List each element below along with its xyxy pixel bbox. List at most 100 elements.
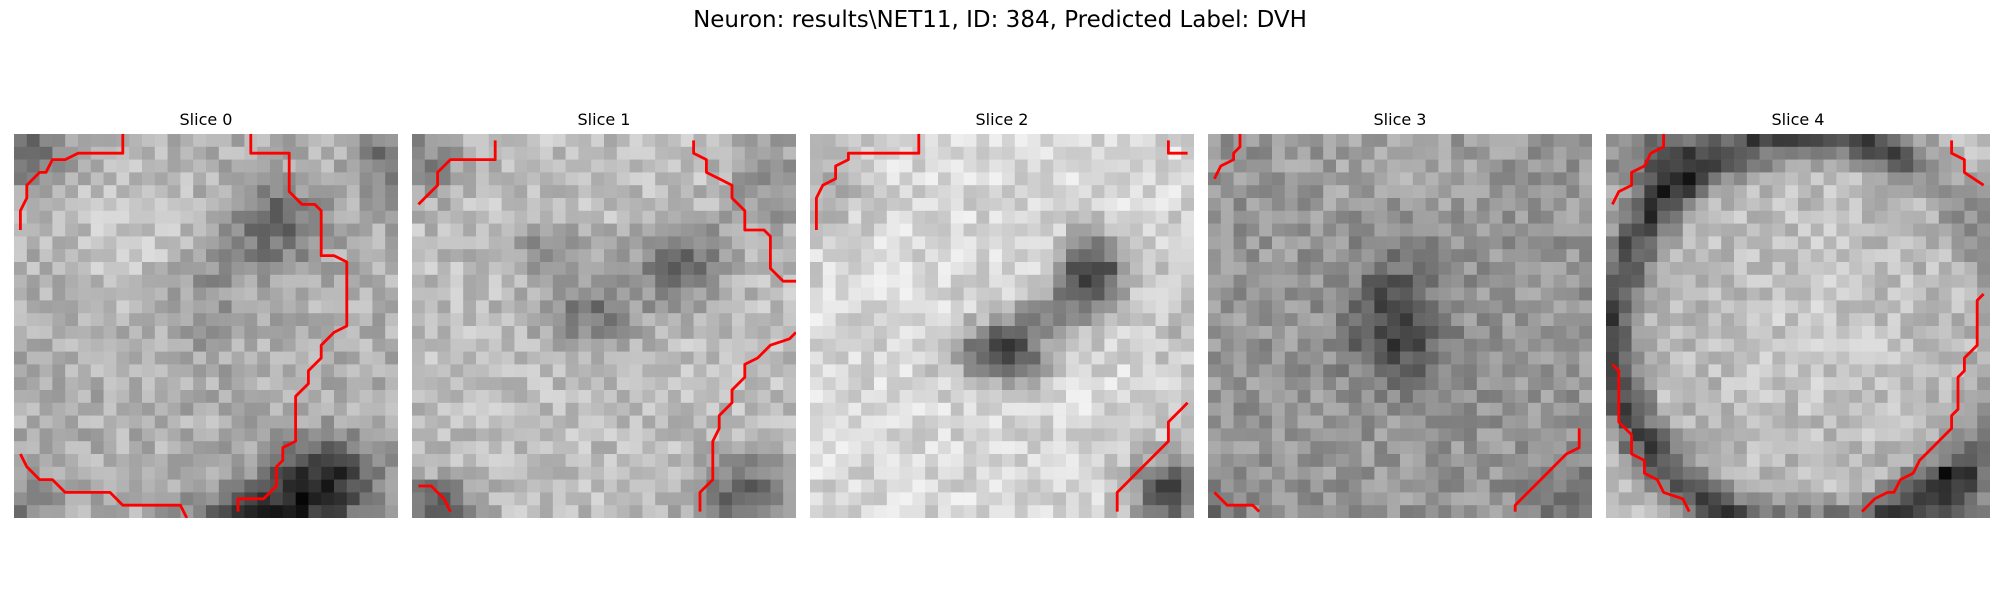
slice-pixel	[1657, 172, 1671, 186]
slice-pixel	[1425, 274, 1439, 288]
slice-pixel	[1297, 146, 1311, 160]
slice-pixel	[78, 402, 92, 416]
slice-pixel	[1104, 185, 1118, 199]
slice-pixel	[1900, 377, 1914, 391]
slice-pixel	[90, 223, 104, 237]
slice-pixel	[1284, 249, 1298, 263]
slice-pixel	[1785, 377, 1799, 391]
slice-pixel	[65, 274, 79, 288]
slice-pixel	[129, 198, 143, 212]
slice-pixel	[1297, 428, 1311, 442]
slice-pixel	[180, 454, 194, 468]
slice-pixel	[925, 172, 939, 186]
slice-pixel	[706, 505, 720, 518]
slice-pixel	[1515, 185, 1529, 199]
slice-pixel	[1606, 146, 1620, 160]
slice-pixel	[732, 441, 746, 455]
slice-pixel	[270, 172, 284, 186]
slice-pixel	[1220, 223, 1234, 237]
slice-pixel	[540, 223, 554, 237]
slice-pixel	[424, 326, 438, 340]
slice-pixel	[1272, 466, 1286, 480]
slice-pixel	[783, 236, 796, 250]
slice-pixel	[142, 300, 156, 314]
slice-pixel	[1553, 364, 1567, 378]
slice-pixel	[1540, 326, 1554, 340]
slice-pixel	[78, 338, 92, 352]
slice-pixel	[668, 274, 682, 288]
slice-pixel	[39, 492, 53, 506]
slice-pixel	[488, 185, 502, 199]
slice-pixel	[604, 402, 618, 416]
slice-pixel	[976, 466, 990, 480]
slice-pixel	[154, 159, 168, 173]
slice-pixel	[65, 134, 79, 148]
slice-pixel	[1772, 249, 1786, 263]
slice-pixel	[757, 428, 771, 442]
slice-pixel	[578, 223, 592, 237]
slice-pixel	[167, 313, 181, 327]
slice-pixel	[1810, 441, 1824, 455]
slice-pixel	[412, 236, 426, 250]
slice-pixel	[103, 313, 117, 327]
slice-pixel	[1091, 492, 1105, 506]
slice-pixel	[65, 236, 79, 250]
slice-pixel	[1387, 505, 1401, 518]
slice-pixel	[1810, 479, 1824, 493]
slice-pixel	[1515, 134, 1529, 148]
slice-pixel	[334, 300, 348, 314]
slice-pixel	[744, 479, 758, 493]
slice-title: Slice 1	[577, 110, 631, 129]
slice-pixel	[1400, 402, 1414, 416]
slice-pixel	[154, 274, 168, 288]
slice-pixel	[629, 146, 643, 160]
slice-pixel	[450, 223, 464, 237]
slice-pixel	[346, 185, 360, 199]
slice-pixel	[78, 262, 92, 276]
slice-pixel	[1682, 454, 1696, 468]
slice-pixel	[1336, 134, 1350, 148]
slice-pixel	[1310, 454, 1324, 468]
slice-pixel	[1938, 146, 1952, 160]
slice-pixel	[1887, 159, 1901, 173]
slice-pixel	[1721, 185, 1735, 199]
slice-pixel	[744, 390, 758, 404]
slice-pixel	[1078, 274, 1092, 288]
slice-pixel	[938, 377, 952, 391]
slice-pixel	[1246, 159, 1260, 173]
slice-pixel	[1670, 185, 1684, 199]
slice-pixel	[1566, 390, 1580, 404]
slice-pixel	[321, 300, 335, 314]
slice-pixel	[693, 185, 707, 199]
slice-pixel	[90, 402, 104, 416]
slice-pixel	[1887, 441, 1901, 455]
slice-pixel	[1810, 287, 1824, 301]
slice-pixel	[1874, 185, 1888, 199]
slice-pixel	[886, 338, 900, 352]
slice-pixel	[334, 159, 348, 173]
slice-pixel	[1502, 364, 1516, 378]
slice-pixel	[206, 287, 220, 301]
slice-pixel	[1489, 454, 1503, 468]
slice-pixel	[103, 210, 117, 224]
slice-pixel	[1823, 479, 1837, 493]
slice-pixel	[1425, 313, 1439, 327]
slice-pixel	[1168, 505, 1182, 518]
slice-pixel	[1553, 134, 1567, 148]
slice-pixel	[424, 210, 438, 224]
slice-pixel	[1977, 338, 1990, 352]
slice-pixel	[1117, 313, 1131, 327]
slice-pixel	[1002, 198, 1016, 212]
slice-pixel	[1233, 441, 1247, 455]
slice-pixel	[412, 402, 426, 416]
slice-pixel	[437, 223, 451, 237]
slice-pixel	[835, 390, 849, 404]
slice-pixel	[14, 364, 28, 378]
slice-pixel	[861, 300, 875, 314]
slice-pixel	[1823, 390, 1837, 404]
slice-pixel	[861, 415, 875, 429]
slice-pixel	[1631, 492, 1645, 506]
slice-pixel	[565, 249, 579, 263]
slice-pixel	[1951, 505, 1965, 518]
slice-pixel	[1515, 159, 1529, 173]
